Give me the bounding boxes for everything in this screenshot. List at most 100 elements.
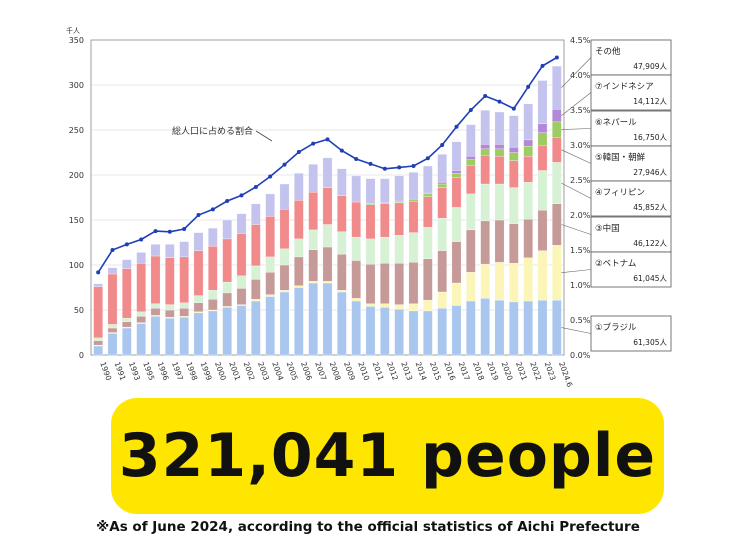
ratio-point [382,166,387,171]
ratio-point [196,213,201,217]
y-axis-left: 0 50 100 150 200 250 300 350 [69,36,84,360]
bar-segment [408,310,419,356]
legend-series-name: ⑥ネパール [595,118,637,128]
legend-box [590,216,672,253]
legend: その他 47,909人 ⑦インドネシア 14,112人 ⑥ネパール 16,750人 ⑤韓国・… [561,39,672,352]
bar-segment [494,219,505,263]
y2-tick-label: 0.5% [570,316,591,325]
bar-segment [423,310,433,356]
bar-segment [193,302,204,312]
bar-segment [509,152,519,161]
bar-segment [494,144,505,150]
bar-segment [537,132,548,146]
bar-segment [136,263,146,312]
x-tick-label: 2006 [299,361,314,382]
bar-segment [322,157,333,188]
legend-series-value: 61,045人 [633,274,667,283]
ratio-point [311,141,316,146]
x-tick-label: 2005 [285,361,300,382]
bar-segment [523,257,533,302]
ratio-point [526,84,531,89]
bar-segment [265,294,275,297]
bar-segment [251,203,261,225]
bar-segment [451,141,462,171]
bar-segment [480,263,490,299]
bar-segment [93,337,103,341]
bar-segment [365,204,376,240]
bars [93,65,562,356]
ratio-point [497,99,502,104]
bar-segment [222,307,232,356]
legend-series-value: 27,946人 [633,168,667,177]
legend-series-value: 46,122人 [633,239,667,248]
bar-segment [380,307,390,356]
bar-segment [437,291,447,309]
legend-box [590,180,672,217]
bar-segment [494,183,505,221]
x-tick-label: 2000 [213,361,228,382]
bar-segment [394,235,404,264]
y-tick-label: 100 [69,261,84,270]
y-tick-label: 0 [79,351,84,360]
x-tick-label: 2013 [399,361,414,382]
bar-segment [222,219,232,240]
x-tick-label: 2009 [342,361,357,382]
bar-segment [408,303,419,312]
bar-segment [179,256,189,303]
x-tick-label: 2016 [442,361,457,382]
bar-segment [193,295,204,303]
bar-segment [509,263,519,303]
bar-segment [337,290,347,293]
bar-segment [437,187,447,219]
bar-segment [537,80,548,124]
bar-segment [294,285,304,288]
bar-segment [150,255,161,304]
bar-segment [480,110,490,145]
x-tick-label: 2001 [227,361,242,382]
bar-segment [423,193,433,197]
ratio-point [483,94,488,98]
bar-segment [308,282,318,356]
bar-segment [122,321,132,328]
legend-series-value: 45,852人 [633,203,667,212]
bar-segment [107,327,118,333]
y2-tick-label: 1.5% [570,246,591,255]
bar-segment [294,173,304,201]
legend-series-name: ④フィリピン [595,188,645,198]
bar-segment [380,236,390,264]
y-tick-label: 150 [69,216,84,225]
x-tick-label: 2007 [313,361,328,382]
bar-segment [193,312,204,356]
bar-segment [107,333,118,356]
bar-segment [408,262,419,304]
bar-segment [136,311,146,317]
bar-segment [509,146,519,153]
bar-segment [193,250,204,296]
ratio-point [425,156,430,161]
ratio-point [210,207,215,212]
bar-segment [523,300,533,356]
bar-segment [537,145,548,171]
bar-segment [208,227,218,247]
ratio-point [339,148,344,153]
ratio-annotation-leader [255,130,273,142]
bar-segment [136,316,146,323]
y2-tick-label: 1.0% [570,281,591,290]
bar-segment [437,308,447,356]
bar-segment [136,323,146,356]
bar-segment [150,308,161,316]
bar-segment [122,259,132,269]
bar-segment [537,170,548,211]
y-tick-label: 250 [69,126,84,135]
ratio-point [296,150,301,154]
bar-segment [408,200,419,233]
x-tick-label: 2018 [471,361,486,382]
bar-segment [451,177,462,208]
bar-segment [408,199,419,202]
bar-segment [494,299,505,356]
ratio-point [411,164,416,168]
bar-segment [337,254,347,291]
bar-segment [208,299,218,311]
ratio-point [153,229,158,234]
x-axis: 1990 1991 1993 1995 1996 1997 1998 1999 2000 2001… [98,361,574,389]
